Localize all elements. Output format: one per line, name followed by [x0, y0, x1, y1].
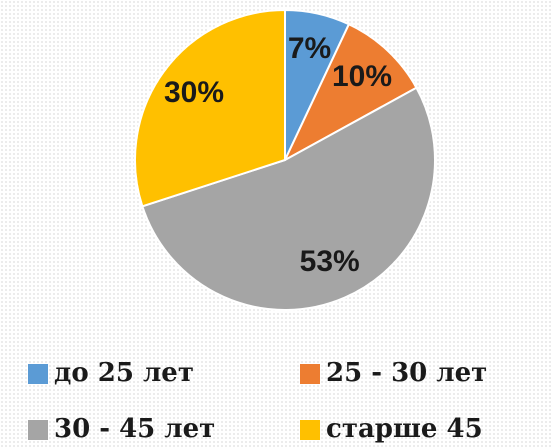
pie-slice	[141, 86, 436, 311]
legend-swatch	[28, 420, 48, 440]
legend-label: 25 - 30 лет	[326, 358, 487, 388]
legend-label: 30 - 45 лет	[54, 414, 215, 444]
data-label: 10%	[332, 60, 392, 93]
pie-slice	[134, 8, 286, 208]
data-label: 7%	[288, 32, 331, 65]
legend-label: старше 45	[326, 414, 483, 444]
data-label: 53%	[300, 245, 360, 278]
legend-swatch	[28, 364, 48, 384]
legend-swatch	[300, 420, 320, 440]
legend-label: до 25 лет	[54, 358, 194, 388]
legend-swatch	[300, 364, 320, 384]
pie-slice	[282, 22, 418, 163]
data-label: 30%	[164, 76, 224, 109]
